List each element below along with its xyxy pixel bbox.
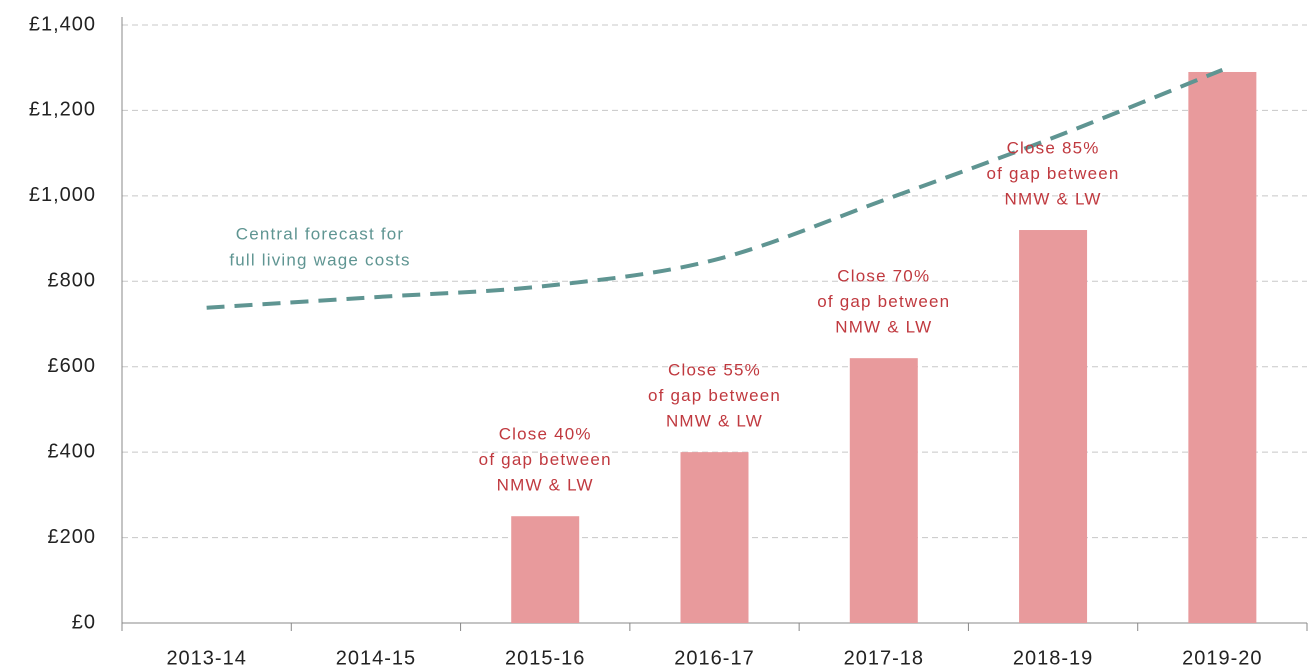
y-tick-label: £800 [48, 270, 97, 292]
y-tick-label: £400 [48, 440, 97, 462]
x-tick-label: 2013-14 [166, 647, 246, 669]
bar-annotation: NMW & LW [835, 318, 932, 337]
x-tick-label: 2017-18 [844, 647, 924, 669]
bar-annotation: Close 85% [1007, 139, 1100, 158]
y-tick-label: £1,200 [29, 99, 96, 121]
x-tick-label: 2019-20 [1182, 647, 1262, 669]
bar [680, 452, 749, 623]
y-tick-label: £1,000 [29, 184, 96, 206]
bar-annotation: NMW & LW [666, 412, 763, 431]
y-tick-label: £600 [48, 355, 97, 377]
line-annotation: full living wage costs [229, 250, 410, 269]
bar-annotation: NMW & LW [1005, 190, 1102, 209]
y-tick-label: £1,400 [29, 13, 96, 35]
x-tick-label: 2015-16 [505, 647, 585, 669]
bar-annotation: Close 40% [499, 425, 592, 444]
bar-annotation: of gap between [987, 164, 1120, 183]
x-tick-label: 2016-17 [674, 647, 754, 669]
x-tick-label: 2014-15 [336, 647, 416, 669]
bar-annotation: Close 55% [668, 361, 761, 380]
bar [1019, 230, 1088, 623]
bar-annotation: of gap between [479, 450, 612, 469]
bar-annotation: of gap between [817, 292, 950, 311]
bar-annotation: Close 70% [837, 267, 930, 286]
forecast-line [206, 67, 1224, 310]
line-annotation: Central forecast for [236, 224, 405, 243]
y-tick-label: £200 [48, 526, 97, 548]
bar [849, 358, 918, 623]
bar-annotation: NMW & LW [497, 476, 594, 495]
bar [511, 516, 580, 623]
bar [1188, 71, 1257, 623]
bar-annotation: of gap between [648, 386, 781, 405]
y-tick-label: £0 [72, 611, 96, 633]
x-tick-label: 2018-19 [1013, 647, 1093, 669]
